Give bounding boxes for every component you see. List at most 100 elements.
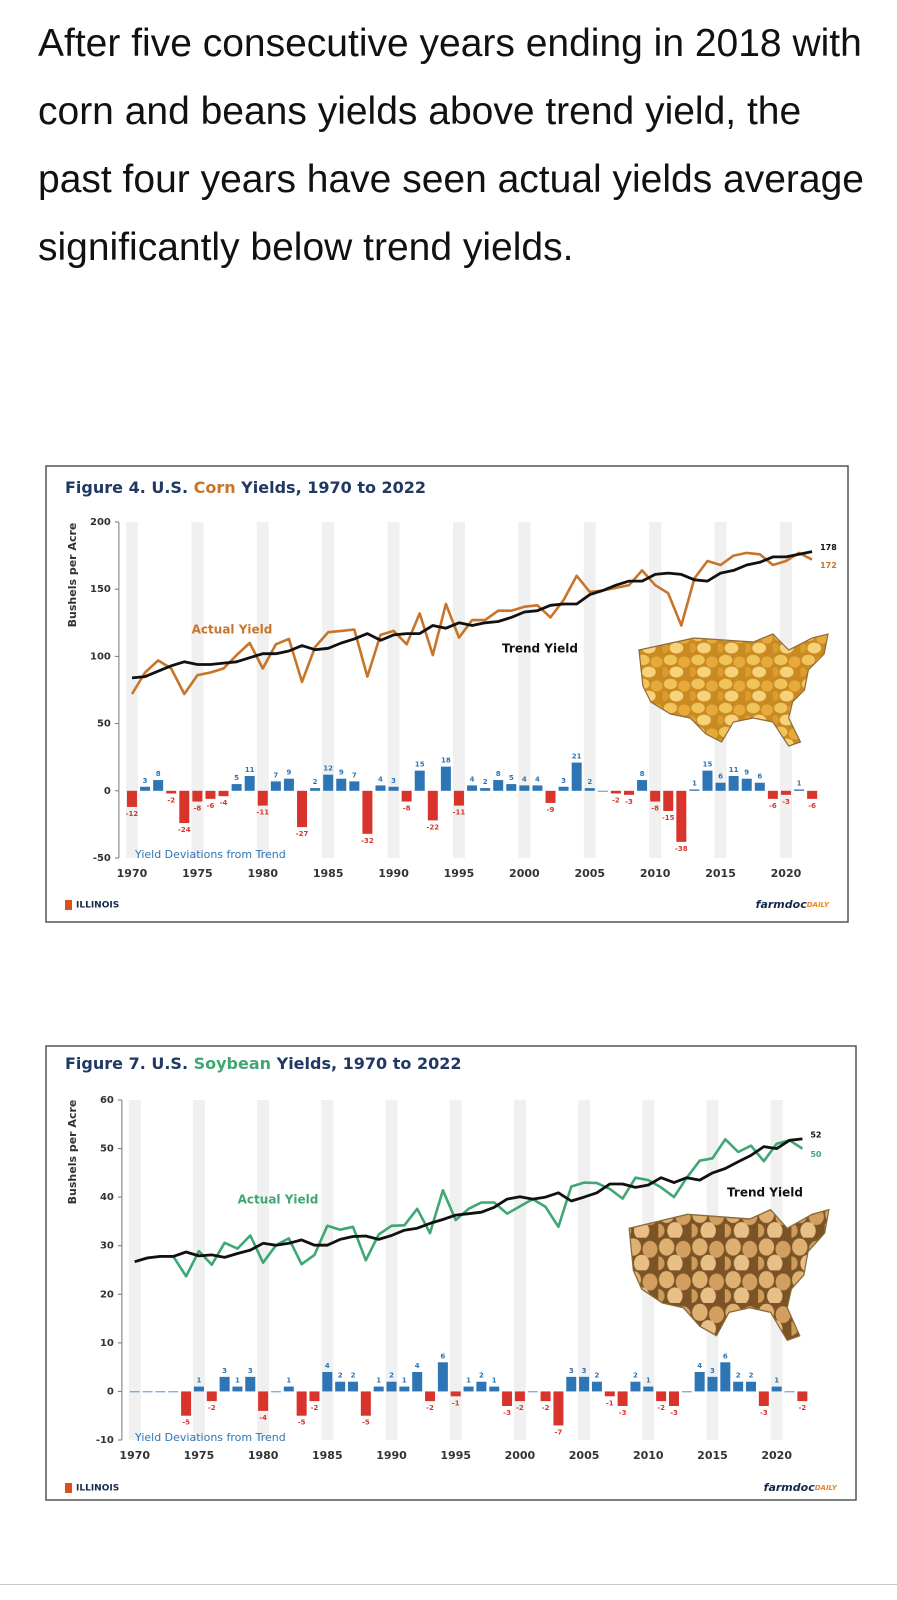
deviation-bar — [771, 1386, 782, 1392]
deviation-bar — [218, 790, 229, 797]
deviation-label: 2 — [351, 1372, 356, 1380]
deviation-label: -2 — [657, 1404, 665, 1412]
end-label: 178 — [820, 543, 837, 552]
deviation-label: 3 — [561, 777, 566, 785]
deviation-label: 4 — [697, 1362, 702, 1370]
deviation-label: 1 — [196, 1377, 201, 1385]
deviation-label: 3 — [710, 1367, 715, 1375]
deviation-bar — [558, 786, 569, 791]
grid-band — [578, 1100, 591, 1440]
deviation-label: -5 — [182, 1419, 190, 1427]
x-tick-label: 2000 — [509, 867, 540, 880]
series-name: Trend Yield — [727, 1186, 803, 1200]
deviation-bar — [668, 1391, 679, 1406]
deviation-label: 9 — [744, 769, 749, 777]
deviation-legend: Yield Deviations from Trend — [134, 1431, 286, 1444]
deviation-label: 2 — [633, 1372, 638, 1380]
deviation-label: 5 — [234, 774, 239, 782]
deviation-bar — [231, 784, 242, 791]
series-line — [134, 1138, 804, 1278]
deviation-bar — [270, 1391, 281, 1393]
grid-band — [513, 1100, 526, 1440]
deviation-label: 8 — [156, 770, 161, 778]
deviation-bar — [373, 1386, 384, 1392]
deviation-bar — [232, 1386, 243, 1392]
y-axis-label: Bushels per Acre — [66, 523, 79, 628]
deviation-bar — [741, 778, 752, 791]
y-tick-label: 150 — [90, 584, 111, 595]
deviation-label: 15 — [703, 761, 713, 769]
grid-band — [385, 1100, 398, 1440]
y-axis-label: Bushels per Acre — [66, 1100, 79, 1205]
deviation-label: 21 — [572, 753, 582, 761]
y-tick-label: 200 — [90, 517, 111, 528]
deviation-label: -6 — [769, 802, 777, 810]
deviation-bar — [656, 1391, 667, 1402]
grid-band — [449, 1100, 462, 1440]
deviation-bar — [676, 790, 687, 842]
deviation-label: -2 — [516, 1404, 524, 1412]
deviation-label: -2 — [208, 1404, 216, 1412]
deviation-bar — [467, 785, 478, 791]
grid-band — [257, 1100, 270, 1440]
deviation-label: 4 — [378, 775, 383, 783]
deviation-bar — [336, 778, 347, 791]
end-label: 52 — [810, 1130, 821, 1139]
deviation-label: 4 — [535, 775, 540, 783]
deviation-bar — [335, 1381, 346, 1392]
deviation-bar — [270, 781, 281, 791]
deviation-label: -6 — [207, 802, 215, 810]
x-tick-label: 1980 — [248, 1449, 279, 1462]
deviation-label: -3 — [619, 1409, 627, 1417]
deviation-bar — [591, 1381, 602, 1392]
x-tick-label: 1970 — [117, 867, 148, 880]
deviation-label: 3 — [222, 1367, 227, 1375]
deviation-label: -8 — [193, 805, 201, 813]
deviation-bar — [375, 785, 386, 791]
deviation-label: -3 — [503, 1409, 511, 1417]
deviation-bar — [401, 790, 412, 802]
deviation-label: -24 — [178, 826, 191, 834]
deviation-label: -3 — [670, 1409, 678, 1417]
series-name: Trend Yield — [502, 642, 578, 656]
deviation-bar — [399, 1386, 410, 1392]
deviation-label: 2 — [483, 778, 488, 786]
grid-band — [518, 522, 531, 858]
deviation-label: 6 — [718, 773, 723, 781]
deviation-label: 11 — [729, 766, 739, 774]
deviation-label: -5 — [298, 1419, 306, 1427]
deviation-label: -4 — [220, 799, 228, 807]
footer-brand: farmdoc — [756, 898, 808, 911]
deviation-label: -7 — [555, 1428, 563, 1436]
series-line — [130, 551, 813, 696]
chart-title: Figure 4. U.S. Corn Yields, 1970 to 2022 — [65, 478, 426, 497]
deviation-bar — [597, 790, 608, 792]
deviation-bar — [219, 1376, 230, 1392]
y-tick-label: 30 — [100, 1241, 114, 1252]
logo-mark — [65, 1483, 72, 1493]
x-tick-label: 2015 — [697, 1449, 728, 1462]
deviation-bar — [506, 784, 517, 791]
deviation-bar — [650, 790, 661, 802]
deviation-label: 18 — [441, 757, 451, 765]
deviation-bar — [784, 1391, 795, 1393]
deviation-bar — [617, 1391, 628, 1406]
x-tick-label: 1995 — [444, 867, 475, 880]
deviation-bar — [179, 790, 190, 824]
deviation-bar — [386, 1381, 397, 1392]
deviation-label: 1 — [466, 1377, 471, 1385]
deviation-label: -8 — [403, 805, 411, 813]
deviation-bar — [630, 1381, 641, 1392]
x-tick-label: 1975 — [182, 867, 213, 880]
deviation-label: 6 — [723, 1352, 728, 1360]
deviation-label: -4 — [259, 1414, 267, 1422]
chart: Figure 7. U.S. Soybean Yields, 1970 to 2… — [45, 1045, 857, 1501]
grid-band — [192, 1100, 205, 1440]
deviation-label: -27 — [296, 830, 309, 838]
title-part: Soybean — [194, 1054, 271, 1073]
y-tick-label: 60 — [100, 1095, 114, 1106]
deviation-label: 3 — [569, 1367, 574, 1375]
deviation-label: 9 — [339, 769, 344, 777]
deviation-label: -15 — [662, 814, 675, 822]
deviation-label: 3 — [582, 1367, 587, 1375]
